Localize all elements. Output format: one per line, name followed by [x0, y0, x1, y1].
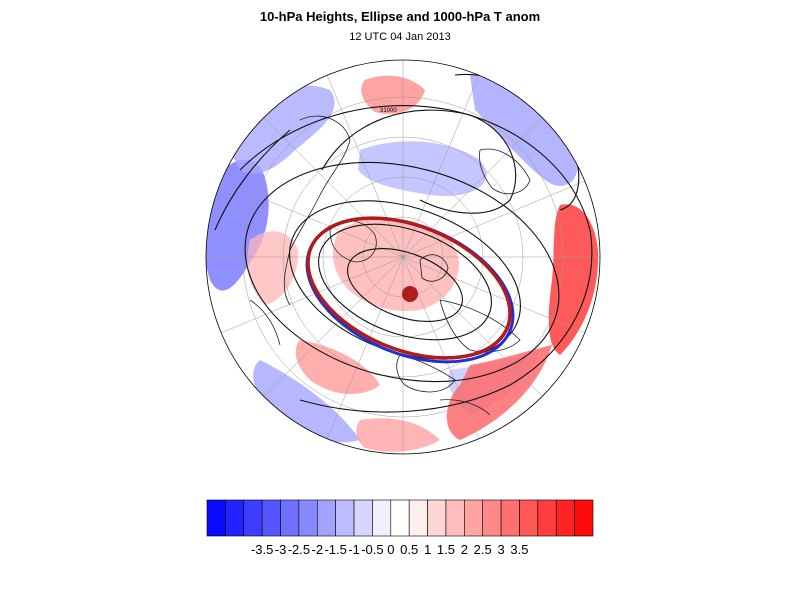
colorbar-swatch [316, 499, 336, 537]
height-contour [239, 105, 593, 413]
colorbar: -3.5 -3 -2.5 -2 -1.5 -1 -0.5 0 0.5 1 1.5 2 2.5 3 3.5 [206, 499, 594, 557]
colorbar-swatch [574, 499, 594, 537]
colorbar-tick-label: -3.5 [251, 542, 273, 557]
anomaly-region-warm-west [247, 231, 299, 305]
colorbar-swatch [537, 499, 557, 537]
coastline [439, 299, 521, 353]
anomaly-region-warm-southeast [446, 345, 552, 440]
colorbar-swatch [261, 499, 281, 537]
colorbar-swatch [427, 499, 447, 537]
colorbar-tick-label: -1 [348, 542, 360, 557]
coastline [283, 115, 351, 306]
height-contour [244, 161, 560, 383]
height-contour [318, 223, 492, 341]
colorbar-swatch [482, 499, 502, 537]
anomaly-region-warm-north [361, 75, 425, 114]
colorbar-swatch [298, 499, 318, 537]
lat-lon-graticule [206, 60, 600, 454]
colorbar-tick-label: 2.5 [474, 542, 492, 557]
colorbar-tick-label: -0.5 [361, 542, 383, 557]
colorbar-tick-label: -3 [275, 542, 287, 557]
colorbar-swatch [225, 499, 245, 537]
colorbar-swatch [390, 499, 410, 537]
vortex-ellipse [305, 216, 515, 364]
colorbar-swatch [500, 499, 520, 537]
map-subtitle: 12 UTC 04 Jan 2013 [349, 31, 451, 43]
colorbar-swatch [280, 499, 300, 537]
colorbar-tick-label: 1.5 [437, 542, 455, 557]
colorbar-tick-label: -2 [312, 542, 324, 557]
colorbar-swatch [445, 499, 465, 537]
coastline [439, 399, 491, 416]
colorbar-tick-label: 0 [387, 542, 394, 557]
height-contour [321, 109, 517, 214]
coastline [419, 254, 449, 282]
coastline [249, 299, 281, 346]
anomaly-region-cold-south [253, 360, 360, 443]
colorbar-swatch [464, 499, 484, 537]
height-contour [214, 129, 291, 231]
colorbar-swatch [243, 499, 263, 537]
contour-value-label: 31000 [380, 108, 397, 114]
vortex-ellipse-outer [306, 216, 512, 360]
meridian-line [220, 180, 586, 334]
coastline [479, 148, 531, 195]
map-title: 10-hPa Heights, Ellipse and 1000-hPa T a… [260, 9, 540, 24]
colorbar-swatch [206, 499, 226, 537]
anomaly-region-warm-bottom [356, 418, 440, 452]
colorbar-swatch [353, 499, 373, 537]
colorbar-tick-label: -1.5 [324, 542, 346, 557]
height-contour [347, 248, 463, 322]
colorbar-swatch [408, 499, 428, 537]
colorbar-tick-label: -2.5 [288, 542, 310, 557]
anomaly-region-cold-northeast [470, 75, 578, 186]
anomaly-region-warm-southwest [295, 340, 380, 395]
colorbar-swatch [555, 499, 575, 537]
colorbar-tick-label: 2 [461, 542, 468, 557]
map-disc-border [205, 59, 601, 455]
colorbar-tick-label: 0.5 [400, 542, 418, 557]
polar-map-disc: 31000 [206, 60, 600, 454]
colorbar-swatch [335, 499, 355, 537]
colorbar-tick-label: 3.5 [510, 542, 528, 557]
coastline [396, 354, 456, 393]
colorbar-tick-label: 1 [424, 542, 431, 557]
coastlines [249, 115, 531, 416]
colorbar-tick-label: 3 [497, 542, 504, 557]
anomaly-region-warm-east [548, 204, 599, 355]
colorbar-swatch [372, 499, 392, 537]
vortex-center-marker [402, 286, 418, 302]
colorbar-swatch [519, 499, 539, 537]
